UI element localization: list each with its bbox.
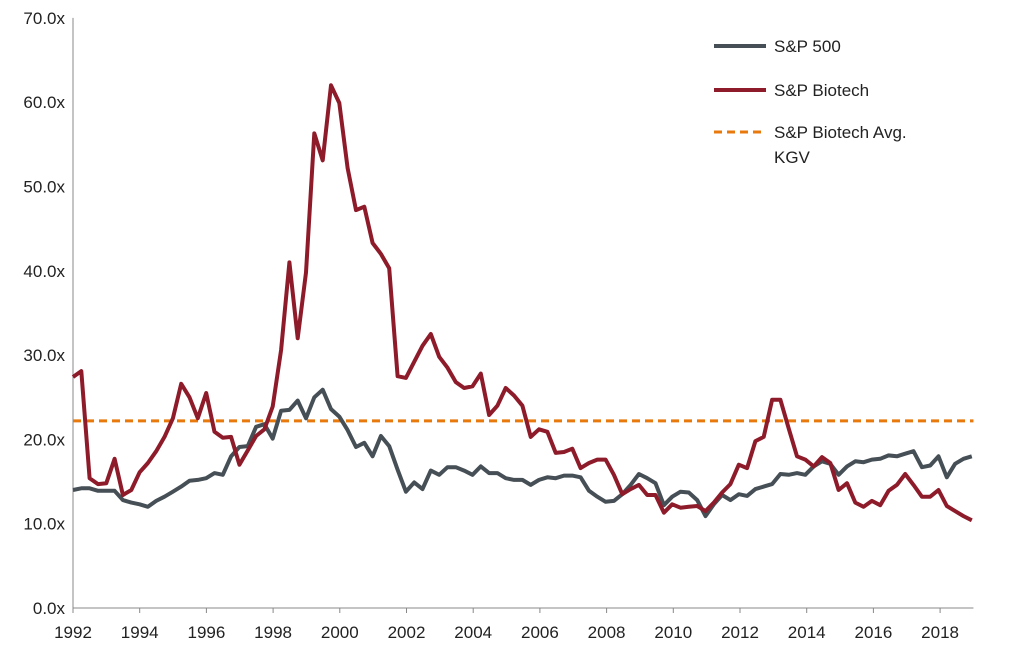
legend-label-biotech: S&P Biotech bbox=[774, 81, 869, 100]
x-tick-label: 2012 bbox=[721, 623, 759, 642]
x-tick-label: 2006 bbox=[521, 623, 559, 642]
x-tick-label: 1994 bbox=[121, 623, 159, 642]
x-tick-label: 1992 bbox=[54, 623, 92, 642]
y-tick-label: 40.0x bbox=[23, 262, 65, 281]
y-tick-label: 60.0x bbox=[23, 93, 65, 112]
y-tick-label: 0.0x bbox=[33, 599, 66, 618]
y-tick-label: 20.0x bbox=[23, 430, 65, 449]
y-axis: 0.0x 10.0x 20.0x 30.0x 40.0x 50.0x 60.0x 70.0x bbox=[23, 9, 74, 618]
series-line-sp500 bbox=[72, 387, 973, 519]
plot-area bbox=[71, 83, 974, 523]
y-tick-label: 10.0x bbox=[23, 515, 65, 534]
x-tick-label: 2016 bbox=[854, 623, 892, 642]
x-tick-label: 1996 bbox=[187, 623, 225, 642]
series-line-biotech bbox=[71, 83, 973, 523]
y-tick-label: 30.0x bbox=[23, 346, 65, 365]
legend-label-sp500: S&P 500 bbox=[774, 37, 841, 56]
legend-label-biotech-avg-line2: KGV bbox=[774, 148, 811, 167]
x-tick-label: 2000 bbox=[321, 623, 359, 642]
x-tick-label: 2018 bbox=[921, 623, 959, 642]
x-tick-label: 2008 bbox=[588, 623, 626, 642]
x-tick-label: 2002 bbox=[388, 623, 426, 642]
x-tick-label: 2010 bbox=[654, 623, 692, 642]
x-tick-label: 1998 bbox=[254, 623, 292, 642]
legend: S&P 500 S&P Biotech S&P Biotech Avg. KGV bbox=[714, 37, 907, 167]
y-tick-label: 70.0x bbox=[23, 9, 65, 28]
x-tick-label: 2014 bbox=[788, 623, 826, 642]
x-axis: 1992 1994 1996 1998 2000 2002 2004 2006 2008 2010… bbox=[54, 607, 974, 642]
x-tick-label: 2004 bbox=[454, 623, 492, 642]
legend-label-biotech-avg-line1: S&P Biotech Avg. bbox=[774, 123, 907, 142]
y-tick-label: 50.0x bbox=[23, 178, 65, 197]
